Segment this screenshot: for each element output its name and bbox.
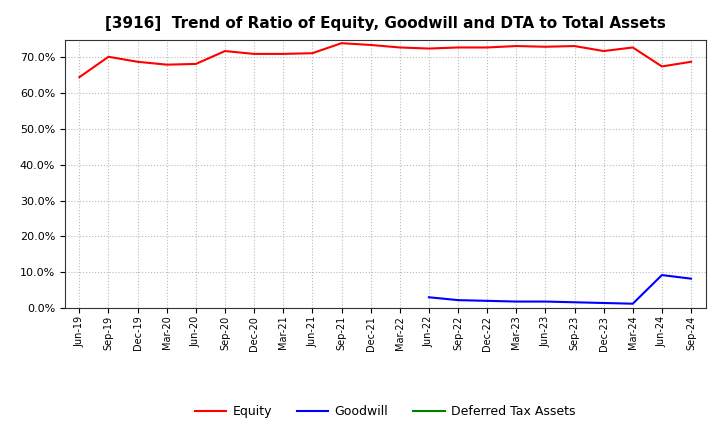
Equity — [308, 51, 317, 56]
Equity — [629, 45, 637, 50]
Equity — [279, 51, 287, 57]
Equity — [75, 74, 84, 80]
Equity — [483, 45, 492, 50]
Goodwill — [599, 301, 608, 306]
Goodwill — [425, 295, 433, 300]
Goodwill — [454, 297, 462, 303]
Equity — [192, 61, 200, 66]
Equity — [454, 45, 462, 50]
Goodwill — [657, 272, 666, 278]
Equity — [570, 44, 579, 49]
Equity — [104, 54, 113, 59]
Equity — [657, 64, 666, 69]
Title: [3916]  Trend of Ratio of Equity, Goodwill and DTA to Total Assets: [3916] Trend of Ratio of Equity, Goodwil… — [105, 16, 665, 32]
Equity — [337, 40, 346, 46]
Equity — [133, 59, 142, 64]
Goodwill — [687, 276, 696, 281]
Equity — [366, 42, 375, 48]
Goodwill — [483, 298, 492, 304]
Equity — [395, 45, 404, 50]
Line: Equity: Equity — [79, 43, 691, 77]
Goodwill — [541, 299, 550, 304]
Equity — [599, 48, 608, 54]
Goodwill — [629, 301, 637, 306]
Equity — [425, 46, 433, 51]
Equity — [250, 51, 258, 57]
Goodwill — [570, 300, 579, 305]
Equity — [687, 59, 696, 64]
Legend: Equity, Goodwill, Deferred Tax Assets: Equity, Goodwill, Deferred Tax Assets — [190, 400, 580, 423]
Equity — [541, 44, 550, 49]
Goodwill — [512, 299, 521, 304]
Equity — [220, 48, 229, 54]
Equity — [163, 62, 171, 67]
Line: Goodwill: Goodwill — [429, 275, 691, 304]
Equity — [512, 44, 521, 49]
